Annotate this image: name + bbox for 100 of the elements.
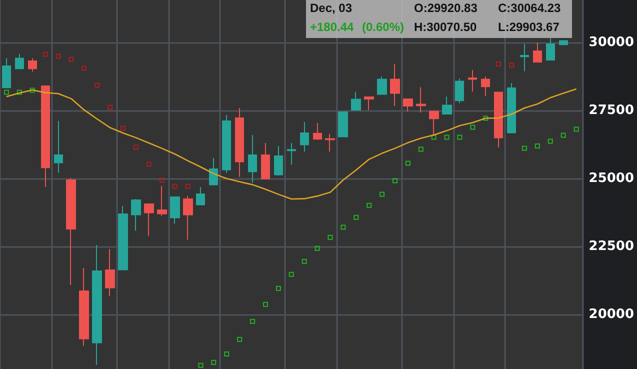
candlestick — [313, 122, 322, 140]
candlestick — [338, 111, 348, 138]
candlestick — [209, 157, 218, 186]
point — [314, 246, 320, 251]
point — [444, 134, 450, 140]
point — [16, 90, 22, 95]
candlestick — [131, 198, 141, 232]
candlestick — [455, 78, 464, 104]
point — [120, 126, 126, 131]
candlestick — [468, 69, 477, 92]
annotation: O:29920.83 — [414, 1, 478, 15]
point — [366, 202, 372, 208]
point — [509, 62, 514, 68]
point — [574, 126, 579, 132]
point — [431, 134, 436, 140]
candlestick — [105, 248, 115, 297]
candlestick — [481, 76, 490, 96]
annotation: +180.44 — [310, 20, 354, 34]
candlestick — [2, 58, 11, 88]
candlestick — [351, 91, 361, 110]
point — [94, 82, 100, 88]
point — [108, 104, 113, 110]
y-tick-label: 20000 — [588, 307, 634, 322]
point — [354, 214, 359, 220]
candlestick — [222, 114, 231, 174]
point — [340, 224, 346, 230]
line-series — [6, 88, 577, 200]
candlestick — [325, 133, 335, 152]
candlestick — [183, 196, 193, 240]
point — [224, 352, 230, 357]
point — [133, 144, 138, 150]
candlestick — [416, 86, 426, 114]
annotation: Dec, 03 — [310, 1, 352, 15]
candlestick — [364, 96, 374, 110]
point — [380, 192, 385, 197]
point — [418, 146, 424, 152]
point — [262, 302, 268, 307]
candlestick — [300, 121, 309, 152]
point — [534, 143, 540, 148]
candlestick — [520, 43, 529, 72]
candlestick — [248, 134, 257, 184]
candlestick — [15, 53, 24, 70]
point — [328, 234, 333, 240]
y-tick-label: 27500 — [588, 102, 634, 118]
candlestick — [403, 98, 413, 112]
point — [496, 61, 502, 66]
candlestick — [546, 38, 555, 60]
point — [237, 336, 242, 342]
point — [288, 272, 294, 277]
point — [82, 66, 87, 71]
point — [211, 360, 216, 365]
candlestick — [287, 142, 296, 166]
candlestick — [507, 82, 516, 134]
point — [68, 56, 74, 62]
candlestick — [533, 42, 542, 62]
point — [560, 132, 566, 138]
candlestick — [79, 268, 89, 346]
annotation: C:30064.23 — [498, 1, 562, 15]
candlestick — [170, 196, 180, 224]
y-tick-label: 30000 — [588, 34, 634, 50]
candlestick — [235, 107, 244, 178]
candlestick — [274, 145, 283, 176]
y-tick-label: 25000 — [588, 171, 634, 186]
annotation: L:29903.67 — [498, 20, 560, 34]
candlestick — [92, 244, 102, 366]
candlestick — [559, 40, 568, 46]
point — [548, 138, 553, 144]
candlestick — [442, 96, 452, 114]
point — [146, 162, 152, 167]
candlestick — [66, 177, 76, 286]
point — [42, 52, 48, 57]
point — [250, 318, 256, 324]
y-tick-label: 22500 — [588, 239, 634, 254]
candlestick — [144, 204, 154, 236]
point — [392, 178, 398, 184]
candlestick — [41, 85, 50, 188]
point — [198, 362, 204, 368]
annotation: (0.60%) — [362, 20, 404, 34]
candlestick — [196, 186, 205, 206]
point — [470, 124, 476, 130]
point — [483, 116, 488, 121]
point — [522, 146, 527, 151]
point — [276, 286, 281, 291]
candlestick — [390, 63, 400, 106]
point — [30, 88, 35, 93]
point — [159, 178, 164, 183]
candlestick — [261, 142, 270, 180]
candlestick — [118, 206, 128, 270]
point — [4, 90, 9, 95]
point — [185, 184, 190, 189]
candlestick — [377, 76, 387, 95]
point — [172, 184, 178, 189]
candlestick — [494, 92, 503, 148]
annotation: H:30070.50 — [414, 20, 478, 34]
candlestick — [157, 185, 167, 216]
point — [56, 54, 61, 59]
point — [302, 258, 307, 264]
candlestick — [28, 58, 37, 72]
candlestick — [54, 120, 63, 174]
point — [457, 134, 462, 140]
